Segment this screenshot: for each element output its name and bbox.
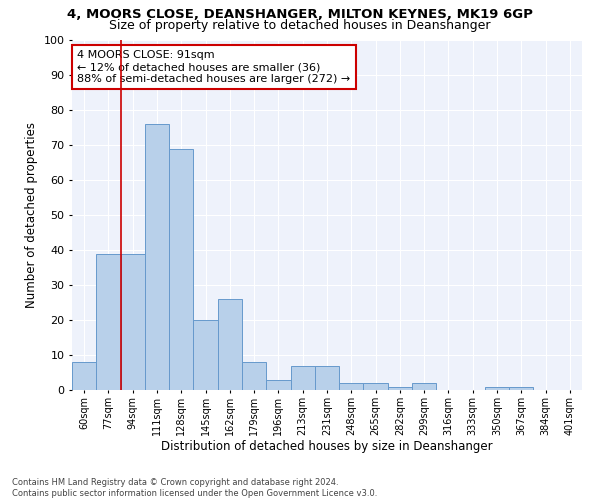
- Bar: [266, 380, 290, 390]
- Bar: [72, 362, 96, 390]
- Bar: [364, 383, 388, 390]
- X-axis label: Distribution of detached houses by size in Deanshanger: Distribution of detached houses by size …: [161, 440, 493, 454]
- Bar: [218, 299, 242, 390]
- Bar: [169, 148, 193, 390]
- Text: 4 MOORS CLOSE: 91sqm
← 12% of detached houses are smaller (36)
88% of semi-detac: 4 MOORS CLOSE: 91sqm ← 12% of detached h…: [77, 50, 350, 84]
- Bar: [412, 383, 436, 390]
- Bar: [509, 386, 533, 390]
- Text: 4, MOORS CLOSE, DEANSHANGER, MILTON KEYNES, MK19 6GP: 4, MOORS CLOSE, DEANSHANGER, MILTON KEYN…: [67, 8, 533, 20]
- Bar: [339, 383, 364, 390]
- Bar: [242, 362, 266, 390]
- Y-axis label: Number of detached properties: Number of detached properties: [25, 122, 38, 308]
- Bar: [388, 386, 412, 390]
- Bar: [145, 124, 169, 390]
- Bar: [121, 254, 145, 390]
- Bar: [290, 366, 315, 390]
- Bar: [193, 320, 218, 390]
- Text: Contains HM Land Registry data © Crown copyright and database right 2024.
Contai: Contains HM Land Registry data © Crown c…: [12, 478, 377, 498]
- Bar: [315, 366, 339, 390]
- Text: Size of property relative to detached houses in Deanshanger: Size of property relative to detached ho…: [109, 18, 491, 32]
- Bar: [96, 254, 121, 390]
- Bar: [485, 386, 509, 390]
